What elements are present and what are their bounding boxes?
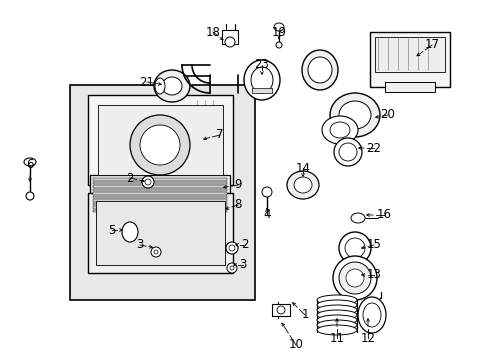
- Ellipse shape: [332, 256, 376, 300]
- Ellipse shape: [316, 305, 356, 315]
- Ellipse shape: [122, 222, 138, 242]
- Text: 17: 17: [424, 39, 439, 51]
- Bar: [374, 37, 444, 72]
- Text: 19: 19: [271, 26, 286, 39]
- Ellipse shape: [154, 250, 158, 254]
- Text: 4: 4: [263, 208, 270, 221]
- Text: 7: 7: [216, 129, 224, 141]
- Ellipse shape: [145, 179, 151, 185]
- Ellipse shape: [224, 37, 235, 47]
- Ellipse shape: [316, 325, 356, 335]
- Ellipse shape: [155, 78, 164, 94]
- Ellipse shape: [307, 57, 331, 83]
- Ellipse shape: [321, 116, 357, 144]
- Ellipse shape: [26, 192, 34, 200]
- Bar: [93, 192, 226, 194]
- Ellipse shape: [333, 138, 361, 166]
- Bar: [93, 206, 226, 208]
- Bar: [93, 178, 226, 180]
- Ellipse shape: [338, 262, 370, 294]
- Text: 11: 11: [329, 332, 344, 345]
- Text: 21: 21: [139, 76, 154, 89]
- Ellipse shape: [329, 93, 379, 137]
- Bar: [98, 105, 223, 175]
- Ellipse shape: [345, 238, 364, 258]
- Bar: [70, 85, 254, 300]
- Ellipse shape: [162, 77, 182, 95]
- Ellipse shape: [140, 125, 180, 165]
- Ellipse shape: [276, 306, 285, 314]
- Text: 1: 1: [301, 309, 308, 321]
- Text: 13: 13: [366, 269, 381, 282]
- Text: 2: 2: [241, 238, 248, 252]
- Ellipse shape: [316, 300, 356, 310]
- Ellipse shape: [316, 320, 356, 330]
- Text: 3: 3: [136, 238, 143, 252]
- Text: 6: 6: [26, 158, 34, 171]
- Ellipse shape: [316, 295, 356, 305]
- Text: 22: 22: [366, 141, 381, 154]
- Ellipse shape: [316, 310, 356, 320]
- Bar: [96, 201, 224, 265]
- Ellipse shape: [362, 303, 380, 327]
- Bar: [93, 210, 226, 212]
- Ellipse shape: [316, 315, 356, 325]
- Bar: [369, 32, 449, 87]
- Ellipse shape: [338, 101, 370, 129]
- Ellipse shape: [244, 60, 280, 100]
- Ellipse shape: [329, 122, 349, 138]
- Ellipse shape: [302, 50, 337, 90]
- Ellipse shape: [275, 42, 282, 48]
- Ellipse shape: [286, 171, 318, 199]
- Bar: [93, 199, 226, 202]
- Text: 20: 20: [380, 108, 395, 122]
- Bar: [222, 30, 238, 44]
- Ellipse shape: [226, 263, 237, 273]
- Ellipse shape: [273, 23, 284, 31]
- Text: 3: 3: [239, 258, 246, 271]
- Text: 23: 23: [254, 58, 269, 72]
- Ellipse shape: [130, 115, 190, 175]
- Text: 18: 18: [205, 26, 220, 39]
- Text: 15: 15: [366, 238, 381, 252]
- Ellipse shape: [262, 187, 271, 197]
- Ellipse shape: [154, 70, 190, 102]
- Ellipse shape: [250, 67, 272, 93]
- Ellipse shape: [24, 158, 36, 166]
- Text: 12: 12: [360, 332, 375, 345]
- Bar: [93, 195, 226, 198]
- Bar: [384, 82, 434, 92]
- Text: 8: 8: [234, 198, 241, 211]
- Text: 5: 5: [108, 224, 116, 237]
- Ellipse shape: [229, 266, 234, 270]
- Bar: [88, 193, 232, 273]
- Ellipse shape: [338, 232, 370, 264]
- Bar: [251, 88, 271, 93]
- Ellipse shape: [225, 242, 238, 254]
- Ellipse shape: [346, 269, 363, 287]
- Ellipse shape: [142, 176, 154, 188]
- Text: 2: 2: [126, 171, 134, 184]
- Text: 10: 10: [288, 338, 303, 351]
- Ellipse shape: [357, 297, 385, 333]
- Bar: [88, 95, 232, 185]
- Text: 9: 9: [234, 179, 241, 192]
- Bar: [90, 175, 229, 217]
- Text: 14: 14: [295, 162, 310, 175]
- Bar: [93, 181, 226, 184]
- Ellipse shape: [338, 143, 356, 161]
- Bar: [93, 185, 226, 188]
- Bar: [93, 189, 226, 191]
- Bar: [271, 304, 289, 316]
- Ellipse shape: [151, 247, 161, 257]
- Bar: [93, 202, 226, 205]
- Ellipse shape: [293, 177, 311, 193]
- Text: 16: 16: [376, 208, 391, 221]
- Ellipse shape: [228, 245, 235, 251]
- Ellipse shape: [350, 213, 364, 223]
